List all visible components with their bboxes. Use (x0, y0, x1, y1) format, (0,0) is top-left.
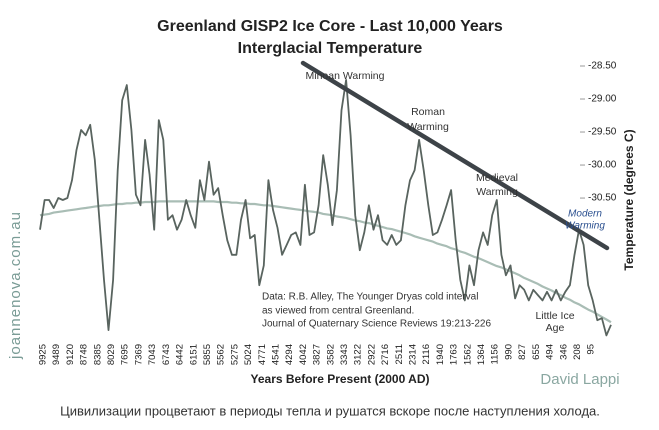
x-tick-label: 6151 (188, 344, 199, 365)
trend-arrow (300, 60, 610, 251)
annotation: Little Ice (535, 310, 574, 322)
x-tick-label: 4541 (270, 344, 281, 365)
annotation: Warming (476, 186, 518, 198)
annotation: Age (546, 322, 565, 334)
temperature-line (39, 79, 612, 337)
x-tick-label: 3827 (312, 344, 323, 365)
annotation: Warming (565, 221, 605, 232)
x-tick-label: 4042 (298, 344, 309, 365)
y-tick-label: -28.50 (588, 61, 617, 72)
x-tick-label: 2922 (366, 344, 377, 365)
x-tick-label: 95 (586, 344, 597, 355)
x-tick-label: 1940 (435, 344, 446, 365)
credit: David Lappi (540, 371, 619, 388)
trend-curve (39, 200, 612, 324)
x-tick-label: 5562 (216, 344, 227, 365)
x-tick-label: 7695 (120, 344, 131, 365)
x-tick-label: 6743 (161, 344, 172, 365)
x-tick-label: 2314 (408, 344, 419, 365)
x-tick-label: 5024 (243, 344, 254, 365)
x-tick-label: 346 (558, 344, 569, 360)
x-tick-label: 9925 (38, 344, 49, 365)
x-tick-label: 655 (531, 344, 542, 360)
x-tick-label: 5275 (229, 344, 240, 365)
x-tick-label: 9489 (51, 344, 62, 365)
x-tick-label: 4294 (284, 344, 295, 365)
x-tick-label: 5855 (202, 344, 213, 365)
annotation: Minoan Warming (306, 70, 385, 82)
x-tick-label: 3582 (325, 344, 336, 365)
x-tick-label: 208 (572, 344, 583, 360)
x-tick-label: 8385 (92, 344, 103, 365)
y-tick-label: -30.00 (588, 160, 617, 171)
x-tick-label: 8029 (106, 344, 117, 365)
chart-title: Interglacial Temperature (238, 40, 423, 57)
x-tick-label: 1763 (449, 344, 460, 365)
x-axis-title: Years Before Present (2000 AD) (251, 372, 430, 386)
annotation: as viewed from central Greenland. (262, 306, 414, 317)
plot-area: -28.50 -29.00 -29.50 -30.00 -30.50 9925 9489 91… (38, 61, 617, 365)
y-tick-label: -29.50 (588, 127, 617, 138)
x-tick-label: 990 (503, 344, 514, 360)
annotation: Journal of Quaternary Science Reviews 19… (262, 319, 491, 330)
x-tick-label: 2511 (394, 344, 405, 364)
x-tick-label: 827 (517, 344, 528, 360)
chart-title: Greenland GISP2 Ice Core - Last 10,000 Y… (157, 18, 503, 35)
y-tick-label: -30.50 (588, 193, 617, 204)
annotation: Modern (568, 209, 602, 220)
x-tick-label: 7043 (147, 344, 158, 365)
x-tick-label: 8748 (79, 344, 90, 365)
x-tick-label: 1364 (476, 344, 487, 365)
y-axis-title: Temperature (degrees C) (622, 129, 636, 270)
x-tick-label: 1156 (490, 344, 501, 364)
x-tick-label: 2716 (380, 344, 391, 365)
x-tick-label: 3122 (353, 344, 364, 365)
caption: Цивилизации процветают в периоды тепла и… (60, 403, 600, 418)
x-tick-label: 6442 (175, 344, 186, 365)
x-tick-label: 2116 (421, 344, 432, 364)
x-tick-label: 9120 (65, 344, 76, 365)
x-tick-label: 7369 (133, 344, 144, 365)
watermark: joannenova.com.au (7, 211, 24, 360)
x-tick-label: 3343 (339, 344, 350, 365)
annotation: Data: R.B. Alley, The Younger Dryas cold… (262, 292, 478, 303)
x-tick-label: 494 (545, 344, 556, 360)
x-tick-label: 4771 (257, 344, 268, 365)
annotation: Warming (407, 121, 449, 133)
annotation: Medieval (476, 172, 518, 184)
x-tick-label: 1562 (462, 344, 473, 365)
y-tick-label: -29.00 (588, 94, 617, 105)
annotation: Roman (411, 106, 445, 118)
